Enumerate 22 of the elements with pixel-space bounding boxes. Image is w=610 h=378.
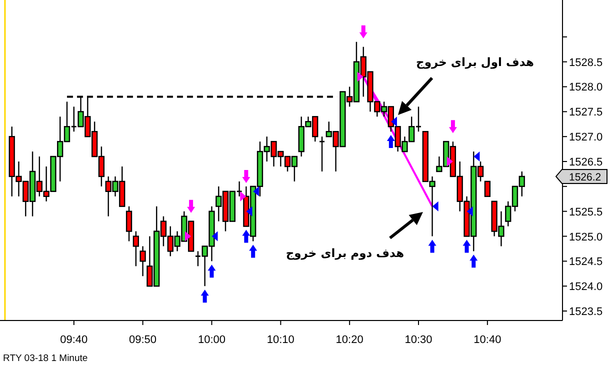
x-tick-label: 09:40 bbox=[60, 334, 88, 346]
y-tick-label: 1526.2 bbox=[569, 171, 602, 184]
x-tick-label: 10:10 bbox=[266, 334, 294, 346]
y-tick-label: 1523.5 bbox=[569, 306, 603, 318]
y-tick-label: 1526.5 bbox=[569, 156, 603, 168]
annotation: هدف اول برای خروج bbox=[416, 55, 534, 69]
y-tick-label: 1525.5 bbox=[569, 206, 603, 218]
x-tick-label: 10:00 bbox=[198, 334, 226, 346]
annotation: RTY 03-18 1 Minute bbox=[3, 353, 88, 364]
x-tick-label: 10:30 bbox=[404, 334, 432, 346]
x-tick-label: 10:40 bbox=[474, 334, 502, 346]
y-tick-label: 1524.5 bbox=[569, 256, 603, 268]
y-tick-label: 1528.5 bbox=[569, 56, 603, 69]
x-tick-label: 10:20 bbox=[336, 334, 364, 346]
y-tick-label: 1525.0 bbox=[569, 231, 603, 244]
y-tick-label: 1528.0 bbox=[569, 82, 603, 94]
y-tick-label: 1527.5 bbox=[569, 106, 603, 119]
y-tick-label: 1527.0 bbox=[569, 132, 603, 144]
price-tag: 1526.2 bbox=[555, 168, 608, 184]
x-tick-label: 09:50 bbox=[129, 334, 157, 346]
annotation: هدف دوم برای خروج bbox=[286, 246, 404, 260]
y-tick-label: 1524.0 bbox=[569, 281, 603, 294]
